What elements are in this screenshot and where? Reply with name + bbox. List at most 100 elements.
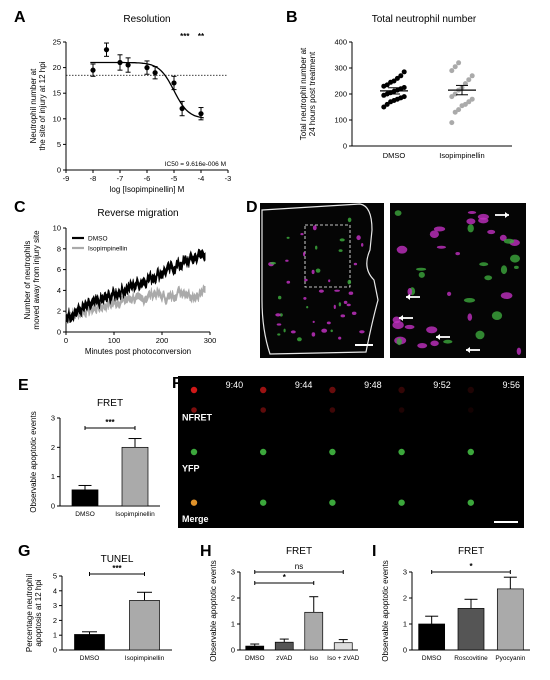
cell-spot [353, 262, 358, 266]
cell-spot [392, 320, 404, 330]
data-point [449, 68, 455, 74]
x-tick-label: -7 [117, 174, 124, 183]
cell-spot [447, 291, 452, 296]
cell-spot [484, 275, 493, 281]
timepoint-label: 9:44 [295, 380, 313, 390]
cell-signal [398, 386, 405, 394]
cell-signal [260, 386, 267, 394]
x-tick-label: 200 [156, 336, 169, 345]
data-point [456, 60, 462, 66]
y-tick-label: 0 [231, 646, 235, 655]
y-tick-label: 3 [403, 568, 407, 577]
data-point [401, 85, 407, 90]
y-tick-label: 8 [57, 244, 61, 253]
panel-f-timelapse: 9:40 9:44 9:48 9:52 9:56 NFRET YFP Merge [178, 376, 524, 528]
x-category-label: Roscovitine [454, 655, 488, 662]
timelapse-background [178, 376, 524, 528]
x-tick-label: -9 [63, 174, 70, 183]
data-point [391, 78, 397, 84]
cell-signal [398, 448, 405, 456]
x-axis-label: log [Isopimpinellin] M [110, 185, 185, 194]
cell-spot [467, 224, 474, 233]
pointer-arrowhead [505, 212, 509, 218]
cell-spot [297, 337, 302, 342]
cell-spot [463, 298, 476, 303]
data-point [456, 107, 462, 113]
data-point [462, 101, 468, 107]
row-label: YFP [182, 463, 200, 473]
data-point [452, 91, 458, 97]
micrograph-zoom [390, 203, 526, 358]
cell-spot [433, 226, 446, 232]
cell-spot [478, 217, 489, 224]
panel-label-g: G [18, 543, 30, 560]
y-tick-label: 1 [231, 620, 235, 629]
y-tick-label: 3 [51, 414, 55, 423]
cell-spot [479, 262, 489, 267]
x-category-label: Isopimpinellin [125, 655, 165, 662]
x-tick-label: -3 [225, 174, 232, 183]
y-tick-label: 1 [53, 631, 57, 640]
x-category-label: DMSO [383, 151, 406, 160]
comparison-label: * [283, 573, 287, 582]
cell-spot [394, 210, 402, 216]
y-tick-label: 1 [51, 472, 55, 481]
y-axis-label: Neutrophil number atthe site of injury a… [29, 61, 47, 150]
cell-spot [487, 229, 496, 235]
cell-signal [467, 386, 474, 394]
y-axis-label: Number of neutrophilsmoved away from inj… [23, 230, 41, 330]
cell-spot [426, 326, 438, 334]
y-tick-label: 25 [53, 38, 61, 47]
x-category-label: DMSO [80, 655, 100, 662]
x-category-label: zVAD [276, 655, 292, 662]
y-tick-label: 15 [53, 89, 61, 98]
cell-spot [430, 340, 439, 347]
chart-title: TUNEL [101, 554, 134, 565]
y-tick-label: 2 [57, 307, 61, 316]
legend-label: Isopimpinellin [88, 246, 128, 253]
y-tick-label: 0 [51, 502, 55, 511]
ic50-label: IC50 = 9.616e-006 M [165, 161, 226, 168]
cell-spot [359, 330, 365, 334]
bar [74, 634, 105, 651]
x-tick-label: 100 [108, 336, 121, 345]
cell-spot [304, 278, 308, 282]
y-tick-label: 0 [403, 646, 407, 655]
cell-spot [339, 238, 345, 242]
x-category-label: Iso + zVAD [327, 655, 360, 662]
panel-label-d: D [246, 199, 258, 216]
data-point [381, 104, 387, 110]
cell-spot [277, 333, 281, 336]
y-tick-label: 0 [57, 166, 61, 175]
chart-title: Total neutrophil number [372, 14, 477, 25]
cell-spot [514, 265, 519, 269]
x-category-label: Pyocyanin [495, 655, 525, 662]
chart-title: Resolution [123, 14, 170, 25]
panel-label-h: H [200, 543, 212, 560]
comparison-label: * [469, 562, 473, 571]
cell-signal [260, 448, 267, 456]
x-category-label: Iso [309, 655, 318, 662]
data-point [452, 64, 458, 70]
cell-signal [468, 407, 474, 413]
chart-i-fret: FRET 0 1 2 3 Observable apoptotic events DMSO R… [381, 546, 530, 662]
cell-spot [503, 238, 515, 244]
timepoint-label: 9:56 [502, 380, 520, 390]
bar [333, 642, 353, 651]
cell-spot [318, 289, 324, 293]
panel-d-images [260, 203, 526, 358]
cell-signal [398, 499, 405, 506]
data-point [179, 105, 185, 112]
cell-spot [500, 265, 508, 275]
cell-spot [315, 268, 321, 273]
x-category-label: Isopimpinellin [115, 511, 155, 518]
cell-spot [315, 245, 318, 250]
cell-spot [270, 261, 276, 265]
data-point [452, 109, 458, 115]
y-tick-label: 4 [53, 586, 57, 595]
chart-a-resolution: Resolution 0 5 10 15 20 25 -9 -8 -7 -6 -5 -4 -3 log [I… [29, 14, 231, 194]
y-tick-label: 2 [231, 594, 235, 603]
cell-spot [275, 313, 281, 317]
